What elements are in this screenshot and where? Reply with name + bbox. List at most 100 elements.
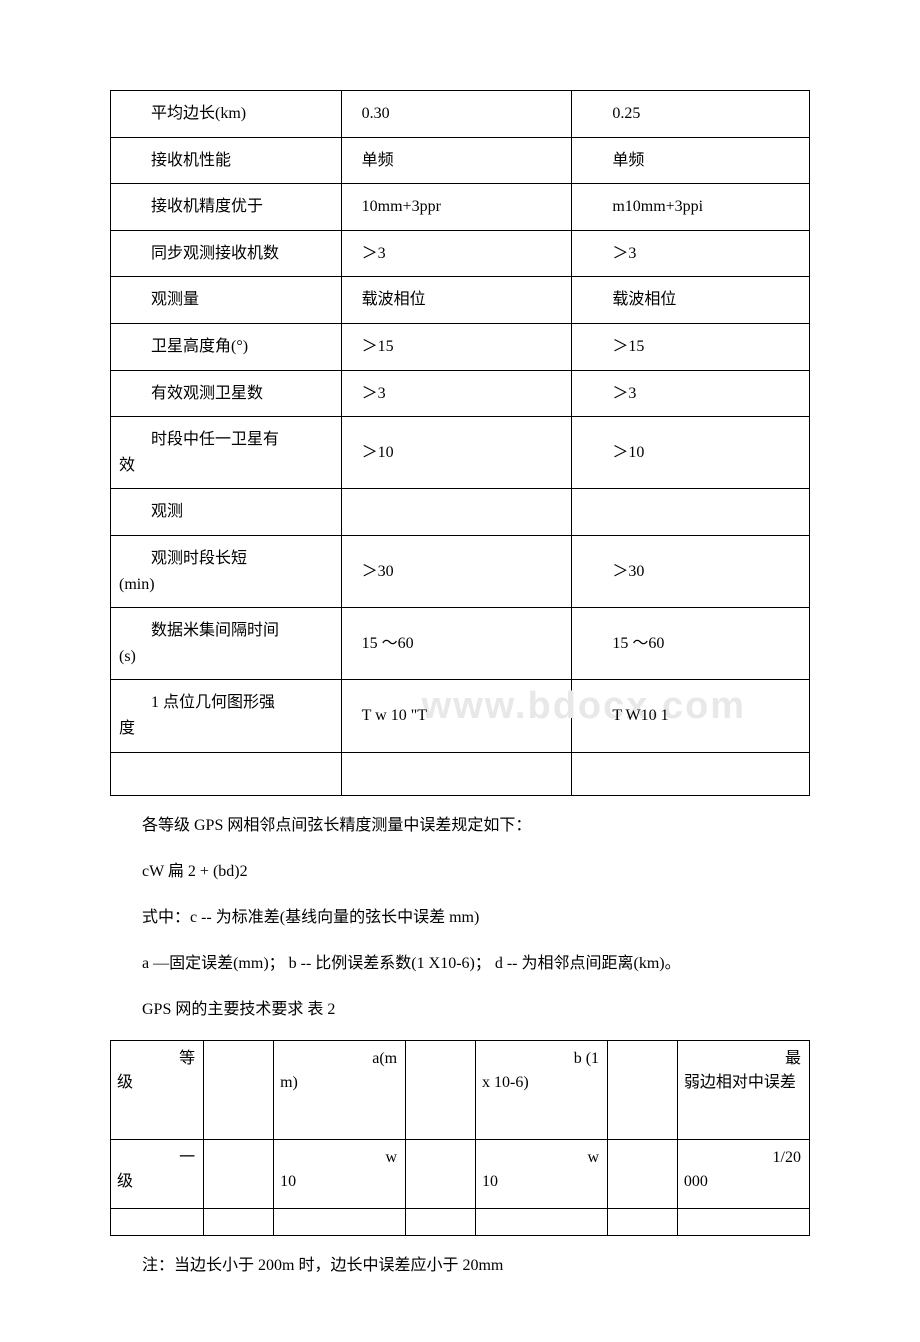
cell-val-b: T W10 1	[572, 680, 810, 752]
cell	[274, 1208, 406, 1235]
cell-val-b: 0.25	[572, 91, 810, 138]
cell-param: 观测	[111, 489, 342, 536]
cell-param: 接收机精度优于	[111, 184, 342, 231]
cell	[406, 1208, 476, 1235]
cell-val-a: www.bdocx.com T w 10 "T	[341, 680, 572, 752]
cell-val-a	[341, 489, 572, 536]
paragraph: cW 扁 2 + (bd)2	[110, 842, 810, 888]
cell: b (1 x 10-6)	[476, 1040, 608, 1139]
cell-val-b: ＞3	[572, 230, 810, 277]
cell-text: T w 10 "T	[362, 707, 427, 724]
cell-line: 10	[480, 1170, 603, 1194]
table-row	[111, 1208, 810, 1235]
cell-line: b (1	[480, 1047, 603, 1071]
cell-val-a: ＞3	[341, 230, 572, 277]
cell: w 10	[274, 1139, 406, 1208]
cell-line: 1 点位几何图形强	[119, 690, 333, 716]
cell-line: (s)	[119, 644, 333, 670]
cell-val-b: ＞3	[572, 370, 810, 417]
cell-val-a: 0.30	[341, 91, 572, 138]
cell	[608, 1040, 678, 1139]
cell-val-a: 10mm+3ppr	[341, 184, 572, 231]
table-row: 平均边长(km) 0.30 0.25	[111, 91, 810, 138]
cell-line: 级	[115, 1071, 199, 1095]
cell: 等 级	[111, 1040, 204, 1139]
cell-val-a: ＞15	[341, 323, 572, 370]
cell: w 10	[476, 1139, 608, 1208]
cell-param: 接收机性能	[111, 137, 342, 184]
cell-line: (min)	[119, 572, 333, 598]
table-row: 有效观测卫星数 ＞3 ＞3	[111, 370, 810, 417]
table-row: 一 级 w 10 w 10 1/20 000	[111, 1139, 810, 1208]
cell	[204, 1208, 274, 1235]
table-row: 1 点位几何图形强 度 www.bdocx.com T w 10 "T T W1…	[111, 680, 810, 752]
table-row: 卫星高度角(°) ＞15 ＞15	[111, 323, 810, 370]
table-row: 时段中任一卫星有 效 ＞10 ＞10	[111, 417, 810, 489]
paragraph: 各等级 GPS 网相邻点间弦长精度测量中误差规定如下：	[110, 796, 810, 842]
cell-val-a: 15 ～60	[341, 608, 572, 680]
cell-param: 平均边长(km)	[111, 91, 342, 138]
cell-val-a: ＞3	[341, 370, 572, 417]
table-row: 观测量 载波相位 载波相位	[111, 277, 810, 324]
cell-val-b	[572, 489, 810, 536]
paragraph: GPS 网的主要技术要求 表 2	[110, 980, 810, 1026]
table-row: 等 级 a(m m) b (1 x 10-6) 最 弱边相对中误差	[111, 1040, 810, 1139]
cell: 1/20 000	[677, 1139, 809, 1208]
cell-line: 一	[115, 1146, 199, 1170]
cell-val-a: ＞30	[341, 535, 572, 607]
cell-line: 弱边相对中误差	[682, 1071, 805, 1095]
cell-line: 10	[278, 1170, 401, 1194]
cell-val-b	[572, 752, 810, 795]
cell-line: 效	[119, 453, 333, 479]
cell-line: 度	[119, 716, 333, 742]
paragraph: a —固定误差(mm)； b -- 比例误差系数(1 X10-6)； d -- …	[110, 934, 810, 980]
cell-param: 观测时段长短 (min)	[111, 535, 342, 607]
cell-line: 000	[682, 1170, 805, 1194]
cell-param: 1 点位几何图形强 度	[111, 680, 342, 752]
cell: a(m m)	[274, 1040, 406, 1139]
cell-line: 观测时段长短	[119, 546, 333, 572]
cell	[406, 1040, 476, 1139]
cell: 一 级	[111, 1139, 204, 1208]
cell	[111, 1208, 204, 1235]
cell	[608, 1139, 678, 1208]
cell-line: 最	[682, 1047, 805, 1071]
cell-val-a: 单频	[341, 137, 572, 184]
cell-val-b: ＞10	[572, 417, 810, 489]
table-row: 接收机性能 单频 单频	[111, 137, 810, 184]
table-row: 同步观测接收机数 ＞3 ＞3	[111, 230, 810, 277]
cell-line: m)	[278, 1071, 401, 1095]
cell-val-b: 载波相位	[572, 277, 810, 324]
cell-val-b: ＞15	[572, 323, 810, 370]
cell-line: 级	[115, 1170, 199, 1194]
cell-line: w	[480, 1146, 603, 1170]
cell-val-b: m10mm+3ppi	[572, 184, 810, 231]
cell-val-a: 载波相位	[341, 277, 572, 324]
cell-val-a	[341, 752, 572, 795]
cell-param: 观测量	[111, 277, 342, 324]
table-row: 数据米集间隔时间 (s) 15 ～60 15 ～60	[111, 608, 810, 680]
paragraph: 式中：c -- 为标准差(基线向量的弦长中误差 mm)	[110, 888, 810, 934]
cell-line: w	[278, 1146, 401, 1170]
spec-table-1: 平均边长(km) 0.30 0.25 接收机性能 单频 单频 接收机精度优于 1…	[110, 90, 810, 796]
cell-line: a(m	[278, 1047, 401, 1071]
table-row: 接收机精度优于 10mm+3ppr m10mm+3ppi	[111, 184, 810, 231]
cell-val-b: 15 ～60	[572, 608, 810, 680]
table-row	[111, 752, 810, 795]
cell	[677, 1208, 809, 1235]
cell-line: 等	[115, 1047, 199, 1071]
cell-text: T W10 1	[612, 707, 668, 724]
cell-param: 卫星高度角(°)	[111, 323, 342, 370]
cell-param: 时段中任一卫星有 效	[111, 417, 342, 489]
cell	[204, 1139, 274, 1208]
cell-param: 有效观测卫星数	[111, 370, 342, 417]
cell	[608, 1208, 678, 1235]
cell-param: 数据米集间隔时间 (s)	[111, 608, 342, 680]
cell	[204, 1040, 274, 1139]
cell-val-b: 单频	[572, 137, 810, 184]
cell-param	[111, 752, 342, 795]
cell-line: 1/20	[682, 1146, 805, 1170]
cell-line: 数据米集间隔时间	[119, 618, 333, 644]
cell-param: 同步观测接收机数	[111, 230, 342, 277]
cell-val-a: ＞10	[341, 417, 572, 489]
